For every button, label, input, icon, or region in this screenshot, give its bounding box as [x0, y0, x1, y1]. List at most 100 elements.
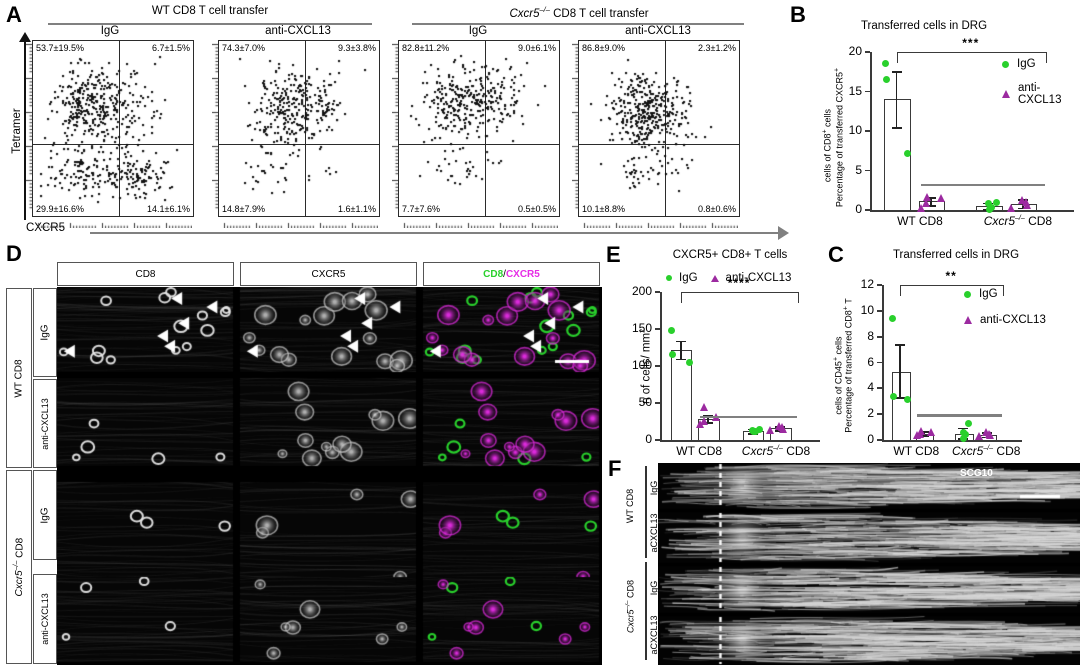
chart-y-tick-label: 200	[631, 284, 652, 298]
chart-y-tick	[877, 439, 882, 441]
panel-b-y-axis-label-line2: cells of CD8+ cells	[821, 108, 833, 183]
panel-b-title: Transferred cells in DRG	[860, 20, 988, 32]
chart-data-point	[917, 203, 926, 212]
panel-c-legend: IgG anti-CXCL13	[964, 288, 1046, 326]
chart-errorbar-cap	[958, 427, 969, 430]
chart-errorbar	[895, 70, 898, 128]
chart-data-point	[882, 76, 890, 84]
chart-errorbar	[930, 197, 932, 206]
chart-y-tick-label: 100	[631, 358, 652, 372]
chart-errorbar-cap	[891, 70, 902, 73]
chart-data-point	[888, 315, 896, 323]
legend-marker-igg-icon	[964, 290, 971, 298]
panel-d-col-header-cxcr5: CXCR5	[240, 262, 417, 286]
panel-f-marker-label: SCG10	[960, 468, 993, 479]
panel-d-group-label-ko: Cxcr5–/– CD8	[6, 470, 32, 664]
panel-a-letter: A	[6, 2, 22, 27]
panel-e-chart: 0 50 100 150 200 **** WT CD8 Cxcr5–/– CD8	[626, 276, 826, 462]
panel-a-flow-plot-0: 53.7±19.5% 6.7±1.5% 29.9±16.6% 14.1±6.1%	[32, 40, 194, 217]
panel-a-x-axis-line	[90, 232, 780, 234]
chart-data-point	[926, 428, 935, 437]
chart-y-tick	[877, 335, 882, 338]
panel-a-group-header-wt: WT CD8 T cell transfer	[151, 5, 269, 17]
chart-data-point	[1023, 201, 1032, 210]
chart-data-point	[669, 351, 677, 359]
chart-data-point	[695, 419, 704, 428]
chart-y-tick	[655, 365, 660, 367]
chart-y-tick-label: 10	[860, 302, 874, 317]
panel-c-letter: C	[828, 242, 844, 267]
chart-connector-line	[700, 415, 798, 418]
panel-f-group-label-ko: Cxcr5–/– CD8	[624, 579, 636, 634]
legend-label-anticxcl13: anti-CXCL13	[1018, 82, 1062, 106]
chart-y-axis	[882, 285, 884, 440]
chart-y-tick	[655, 439, 660, 441]
panel-f-group-label-wt: WT CD8	[625, 488, 635, 524]
chart-data-point	[985, 430, 994, 439]
legend-marker-anticxcl13-icon	[710, 274, 719, 282]
chart-significance-label: ***	[962, 36, 980, 50]
panel-d-row-label-2: IgG	[33, 470, 57, 560]
panel-c-chart: 0 2 4 6 8 10 12 ** WT CD8 Cxcr5–/– CD8	[848, 269, 1028, 462]
panel-d-letter: D	[6, 241, 22, 266]
chart-data-point	[668, 326, 676, 334]
chart-y-tick-label: 15	[848, 83, 862, 98]
chart-y-tick	[877, 387, 882, 390]
panel-d-row-label-1: anti-CXCL13	[33, 379, 57, 468]
chart-data-point	[1007, 204, 1015, 213]
panel-a-flow-plot-1-xticks	[218, 215, 378, 228]
panel-d-col-header-composite: CD8/CXCR5	[423, 262, 600, 286]
chart-bar	[698, 418, 720, 441]
panel-a-group-rule-ko	[412, 23, 744, 25]
chart-y-tick-label: 0	[645, 432, 652, 446]
chart-group-label-wt: WT CD8	[676, 444, 723, 458]
chart-y-axis	[870, 52, 872, 210]
chart-data-point	[904, 396, 912, 404]
panel-a-plot-1-title: anti-CXCL13	[265, 25, 331, 37]
panel-a-flow-plot-1-yticks	[212, 40, 218, 215]
panel-a-flow-plot-3-yticks	[572, 40, 578, 215]
panel-a-y-axis-line	[24, 40, 26, 220]
chart-y-tick-label: 150	[631, 321, 652, 335]
legend-label-igg: IgG	[979, 288, 998, 300]
chart-connector-line	[917, 414, 1003, 417]
panel-a-plot-3-title: anti-CXCL13	[625, 25, 691, 37]
chart-bar	[891, 372, 911, 441]
chart-y-tick	[877, 284, 882, 286]
panel-a-y-axis-label: Tetramer	[11, 108, 23, 154]
panel-d-row-label-3: anti-CXCL13	[33, 574, 57, 664]
chart-data-point	[965, 419, 973, 427]
panel-a-group-header-ko: Cxcr5–/– CD8 T cell transfer	[509, 5, 649, 20]
chart-y-tick-label: 0	[855, 202, 862, 216]
chart-y-tick-label: 5	[855, 162, 862, 177]
chart-y-tick-label: 6	[867, 354, 874, 369]
chart-group-label-ko: Cxcr5–/– CD8	[983, 214, 1053, 228]
chart-data-point	[755, 426, 763, 434]
chart-data-point	[992, 198, 1000, 206]
panel-c-y-axis-label-line2: cells of CD45+ cells	[832, 336, 844, 415]
panel-c-title: Transferred cells in DRG	[892, 249, 1020, 261]
chart-significance-bracket	[900, 285, 1005, 296]
chart-significance-bracket	[680, 292, 800, 303]
chart-data-point	[937, 194, 946, 203]
chart-y-tick	[865, 209, 870, 211]
panel-f-letter: F	[608, 456, 622, 481]
panel-d-image-grid	[57, 287, 602, 665]
panel-a-plot-0-title: IgG	[100, 25, 120, 37]
panel-d-col-header-cd8: CD8	[57, 262, 234, 286]
panel-b-chart: 0 5 10 15 20 *** WT CD8 Cxcr5–/– CD8	[836, 36, 1080, 232]
chart-errorbar	[680, 340, 682, 359]
chart-errorbar-cap	[926, 205, 937, 207]
chart-y-tick-label: 8	[867, 328, 874, 343]
panel-d-group-label-wt: WT CD8	[6, 288, 32, 468]
chart-significance-bracket	[896, 52, 1048, 63]
panel-f-image-grid	[658, 463, 1080, 665]
panel-e-title: CXCR5+ CD8+ T cells	[672, 249, 788, 261]
chart-data-point	[912, 430, 921, 439]
chart-errorbar-cap	[926, 197, 937, 199]
chart-connector-line	[921, 183, 1046, 187]
chart-y-tick-label: 0	[867, 432, 874, 446]
chart-data-point	[985, 200, 993, 208]
panel-d-row-label-0: IgG	[33, 288, 57, 377]
chart-y-tick	[655, 291, 660, 293]
